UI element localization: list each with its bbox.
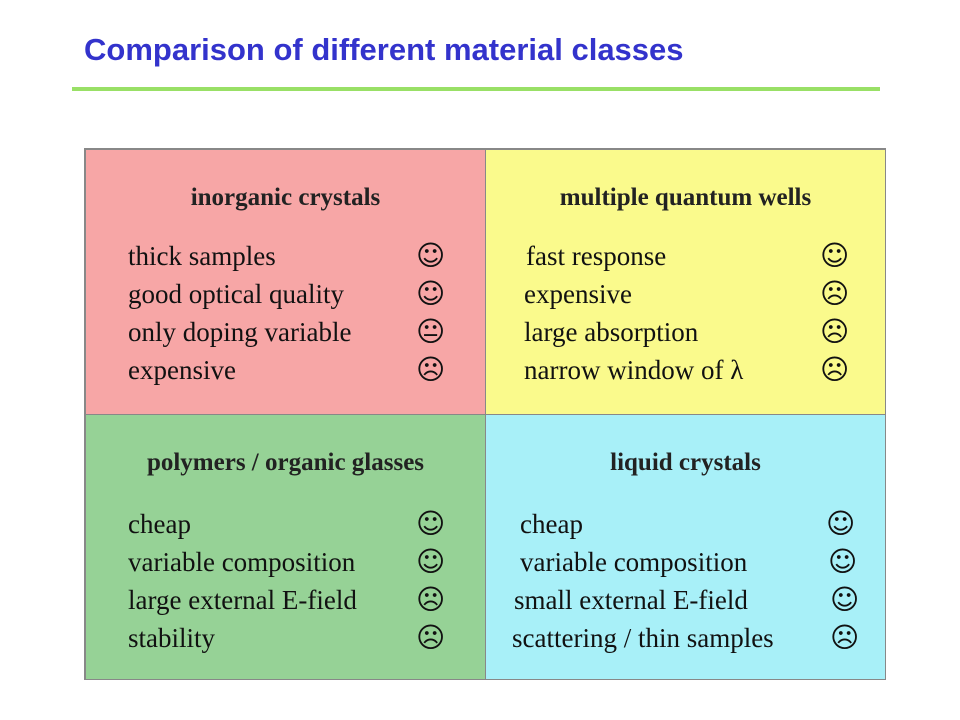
frown-icon: ☹ (820, 353, 850, 386)
smiley-icon: ☺ (820, 239, 850, 272)
property-text: small external E-field (514, 585, 748, 615)
property-text: large external E-field (128, 585, 357, 615)
list-item: small external E-field ☺ (512, 581, 862, 619)
page-title: Comparison of different material classes (84, 32, 684, 67)
list-item: only doping variable 😐 (128, 313, 448, 351)
list-item: large external E-field ☹ (128, 581, 448, 619)
property-text: scattering / thin samples (512, 623, 774, 653)
frown-icon: ☹ (416, 621, 446, 654)
property-text: only doping variable (128, 317, 352, 347)
smiley-icon: ☺ (830, 583, 860, 616)
list-item: good optical quality ☺ (128, 275, 448, 313)
property-list: cheap ☺ variable composition ☺ small ext… (512, 505, 862, 657)
smiley-icon: ☺ (416, 277, 446, 310)
list-item: scattering / thin samples ☹ (512, 619, 862, 657)
frown-icon: ☹ (820, 315, 850, 348)
property-text: good optical quality (128, 279, 344, 309)
smiley-icon: ☺ (416, 239, 446, 272)
neutral-face-icon: 😐 (416, 315, 446, 348)
list-item: narrow window of λ ☹ (524, 351, 854, 389)
property-text: expensive (524, 279, 632, 309)
property-list: fast response ☺ expensive ☹ large absorp… (524, 237, 854, 389)
smiley-icon: ☺ (828, 545, 858, 578)
property-text: variable composition (128, 547, 356, 577)
property-text: thick samples (128, 241, 276, 271)
list-item: thick samples ☺ (128, 237, 448, 275)
list-item: variable composition ☺ (512, 543, 862, 581)
title-underline (72, 87, 880, 91)
frown-icon: ☹ (416, 583, 446, 616)
cell-polymers-organic-glasses: polymers / organic glasses cheap ☺ varia… (85, 414, 486, 680)
list-item: expensive ☹ (524, 275, 854, 313)
list-item: variable composition ☺ (128, 543, 448, 581)
list-item: stability ☹ (128, 619, 448, 657)
property-text: large absorption (524, 317, 699, 347)
list-item: cheap ☺ (128, 505, 448, 543)
frown-icon: ☹ (830, 621, 860, 654)
cell-multiple-quantum-wells: multiple quantum wells fast response ☺ e… (485, 149, 886, 415)
list-item: large absorption ☹ (524, 313, 854, 351)
cell-heading: liquid crystals (610, 449, 761, 476)
cell-liquid-crystals: liquid crystals cheap ☺ variable composi… (485, 414, 886, 680)
smiley-icon: ☺ (416, 507, 446, 540)
frown-icon: ☹ (416, 353, 446, 386)
cell-heading: inorganic crystals (190, 184, 381, 211)
list-item: expensive ☹ (128, 351, 448, 389)
cell-heading: polymers / organic glasses (146, 449, 425, 476)
property-list: cheap ☺ variable composition ☺ large ext… (128, 505, 448, 657)
property-text: cheap (520, 509, 583, 539)
comparison-grid: inorganic crystals thick samples ☺ good … (84, 148, 886, 680)
cell-inorganic-crystals: inorganic crystals thick samples ☺ good … (85, 149, 486, 415)
property-list: thick samples ☺ good optical quality ☺ o… (128, 237, 448, 389)
property-text: cheap (128, 509, 191, 539)
property-text: stability (128, 623, 215, 653)
list-item: fast response ☺ (524, 237, 854, 275)
list-item: cheap ☺ (512, 505, 862, 543)
property-text: expensive (128, 355, 236, 385)
property-text: fast response (526, 241, 667, 271)
smiley-icon: ☺ (416, 545, 446, 578)
cell-heading: multiple quantum wells (559, 184, 812, 211)
property-text: variable composition (520, 547, 748, 577)
frown-icon: ☹ (820, 277, 850, 310)
property-text: narrow window of λ (524, 355, 744, 385)
smiley-icon: ☺ (826, 507, 856, 540)
